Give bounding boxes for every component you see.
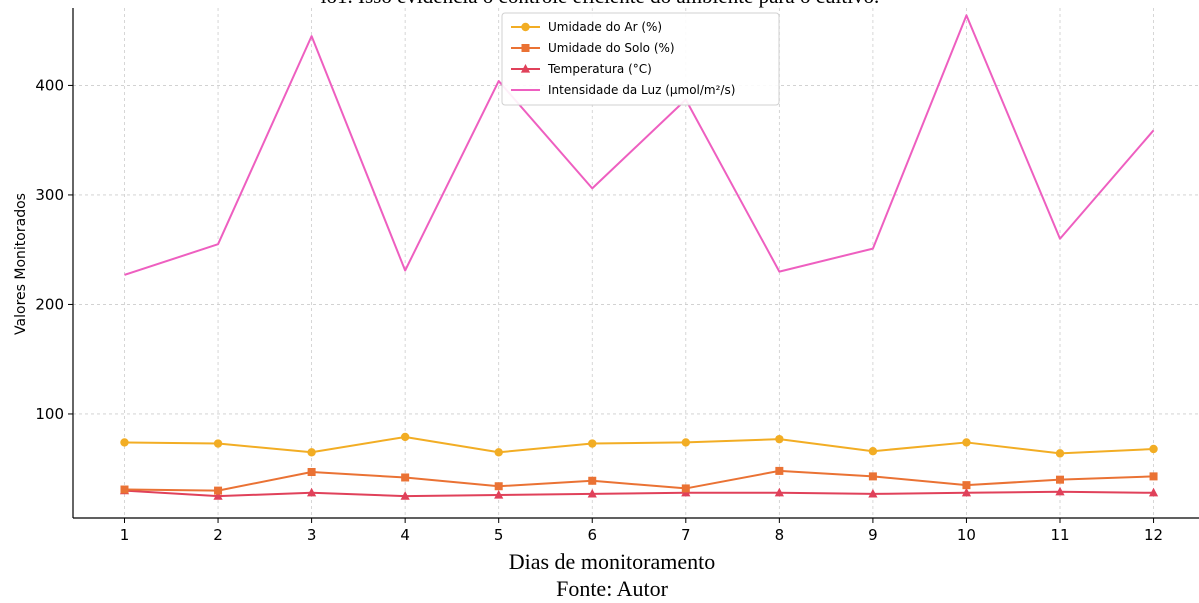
legend-entry: Umidade do Ar (%) (511, 20, 662, 34)
data-point (120, 438, 129, 447)
series-line (124, 435, 1154, 455)
series-line (124, 489, 1154, 498)
data-point (120, 485, 129, 494)
series-umidade-do-solo (120, 466, 1158, 495)
data-point (588, 439, 597, 448)
x-tick-label: 11 (1050, 526, 1069, 544)
data-point (868, 446, 878, 456)
legend-swatch-marker (520, 64, 531, 73)
legend: Umidade do Ar (%) Umidade do Solo (%) Temp… (501, 12, 780, 106)
source-caption: Fonte: Autor (556, 576, 669, 601)
data-point (868, 488, 878, 498)
x-tick-label: 5 (494, 526, 504, 544)
data-point (775, 466, 784, 475)
data-point (775, 434, 784, 444)
x-tick-label: 7 (681, 526, 691, 544)
top-partial-text: lo1. Isso evidencia o controle eficiente… (321, 0, 880, 8)
data-point (214, 486, 223, 495)
legend-entry: Intensidade da Luz (µmol/m²/s) (511, 83, 735, 97)
legend-swatch-marker (521, 44, 530, 52)
series-group (119, 14, 1159, 500)
data-point (1056, 475, 1064, 484)
series-line (124, 14, 1155, 276)
x-axis-label: Dias de monitoramento (509, 549, 716, 574)
grid-lines (73, 8, 1199, 518)
legend-box (501, 12, 780, 106)
y-tick-label: 300 (35, 186, 64, 204)
data-point (1055, 486, 1065, 496)
series-temperatura-c (119, 485, 1159, 500)
data-point (494, 482, 503, 491)
legend-label: Temperatura (°C) (547, 62, 652, 76)
data-point (400, 432, 410, 442)
x-tick-label: 2 (213, 526, 223, 544)
data-point (681, 484, 690, 493)
x-tick-label: 10 (957, 526, 976, 544)
x-tick-label: 3 (307, 526, 317, 544)
x-ticks: 1 2 3 4 5 6 7 8 9 10 11 12 (120, 518, 1163, 544)
x-tick-label: 9 (868, 526, 878, 544)
y-axis-label: Valores Monitorados (13, 193, 29, 335)
y-tick-label: 200 (35, 295, 64, 313)
legend-label: Umidade do Solo (%) (548, 41, 675, 55)
x-tick-label: 4 (400, 526, 410, 544)
data-point (774, 487, 784, 497)
data-point (1148, 487, 1159, 497)
data-point (868, 472, 877, 481)
axes (72, 8, 1199, 519)
data-point (307, 468, 316, 477)
series-umidade-do-ar (120, 432, 1158, 458)
data-point (1149, 444, 1158, 454)
y-tick-label: 100 (35, 405, 64, 423)
data-point (961, 487, 972, 497)
x-tick-label: 8 (775, 526, 785, 544)
data-point (962, 438, 971, 447)
data-point (400, 491, 410, 500)
x-tick-label: 12 (1144, 526, 1163, 544)
data-point (307, 448, 316, 457)
data-point (588, 476, 597, 485)
legend-swatch-marker (521, 22, 530, 32)
data-point (681, 438, 690, 447)
legend-label: Umidade do Ar (%) (548, 20, 662, 34)
data-point (494, 490, 504, 499)
y-ticks: 100 200 300 400 (35, 76, 73, 423)
x-tick-label: 6 (587, 526, 597, 544)
series-intensidade-da-luz-mol-m-s (124, 14, 1155, 276)
data-point (213, 439, 223, 448)
series-line (124, 469, 1154, 492)
y-tick-label: 400 (35, 76, 64, 94)
data-point (1149, 472, 1158, 481)
legend-entry: Temperatura (°C) (511, 62, 652, 76)
data-point (213, 491, 223, 500)
data-point (401, 473, 410, 482)
data-point (307, 487, 317, 497)
x-tick-label: 1 (120, 526, 130, 544)
data-point (587, 488, 597, 498)
data-point (494, 448, 503, 457)
legend-label: Intensidade da Luz (µmol/m²/s) (548, 83, 735, 97)
legend-entry: Umidade do Solo (%) (511, 41, 675, 55)
data-point (962, 481, 971, 490)
data-point (1055, 449, 1065, 458)
